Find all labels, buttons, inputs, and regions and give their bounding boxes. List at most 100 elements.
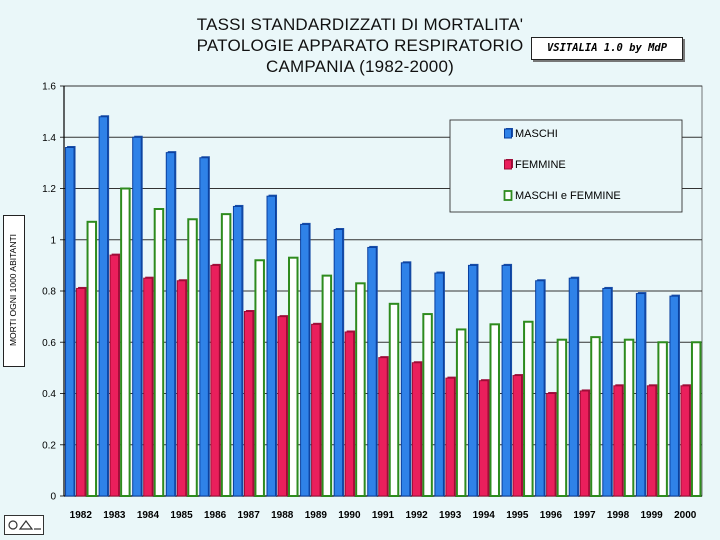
bar-maschi-femmine xyxy=(187,218,198,497)
bar-maschi xyxy=(669,295,679,497)
bar-femmine xyxy=(646,385,657,497)
bar-maschi xyxy=(434,272,444,497)
title-line-3: CAMPANIA (1982-2000) xyxy=(266,57,454,76)
y-tick-label: 0.8 xyxy=(42,287,56,298)
y-tick-label: 0.2 xyxy=(42,440,56,451)
bar-femmine xyxy=(378,357,388,497)
bar-maschi-femmine xyxy=(422,313,433,497)
bar-femmine xyxy=(344,331,355,497)
bar-maschi-femmine xyxy=(254,259,265,497)
bar-maschi-femmine xyxy=(556,338,568,497)
bar-maschi xyxy=(467,264,478,497)
y-tick-label: 1 xyxy=(50,235,56,246)
x-tick-label: 1995 xyxy=(506,510,529,521)
bar-maschi xyxy=(535,280,545,497)
y-tick-label: 0.6 xyxy=(42,338,56,349)
y-tick-label: 1.6 xyxy=(42,82,56,93)
legend-label: MASCHI xyxy=(515,128,558,140)
x-tick-label: 1998 xyxy=(607,510,630,521)
brand-label: VSITALIA 1.0 by MdP xyxy=(531,37,683,60)
legend-swatch xyxy=(504,128,512,139)
bar-femmine xyxy=(546,393,556,497)
x-tick-label: 1987 xyxy=(238,510,261,521)
legend-swatch xyxy=(503,190,513,201)
bar-maschi xyxy=(266,195,277,497)
bar-maschi xyxy=(602,287,612,497)
y-axis-label-box xyxy=(3,215,25,367)
y-tick-label: 0.4 xyxy=(42,389,56,400)
title-line-1: TASSI STANDARDIZZATI DI MORTALITA' xyxy=(196,15,524,34)
bar-maschi-femmine xyxy=(455,328,467,497)
bar-femmine xyxy=(176,280,187,497)
x-tick-label: 1989 xyxy=(305,510,328,521)
bar-femmine xyxy=(76,287,86,497)
bar-maschi xyxy=(400,262,411,497)
bar-maschi xyxy=(568,277,579,497)
bar-femmine xyxy=(411,362,422,497)
bar-maschi-femmine xyxy=(388,302,400,497)
bar-femmine xyxy=(143,277,153,497)
x-tick-label: 1993 xyxy=(439,510,462,521)
x-tick-label: 1990 xyxy=(338,510,361,521)
bar-maschi-femmine xyxy=(120,187,131,497)
x-tick-label: 1997 xyxy=(573,510,596,521)
x-tick-label: 1983 xyxy=(103,510,126,521)
x-tick-label: 1988 xyxy=(271,510,294,521)
title-line-2: PATOLOGIE APPARATO RESPIRATORIO xyxy=(196,36,524,55)
bar-maschi-femmine xyxy=(523,320,534,497)
bar-femmine xyxy=(478,380,489,497)
y-tick-label: 1.4 xyxy=(42,133,56,144)
x-tick-label: 1982 xyxy=(70,510,93,521)
bar-maschi-femmine xyxy=(623,338,635,497)
bar-maschi-femmine xyxy=(321,274,333,497)
bar-femmine xyxy=(243,311,254,497)
bar-maschi-femmine xyxy=(355,282,366,497)
bar-femmine xyxy=(579,390,590,497)
logo-icon xyxy=(4,515,44,535)
bar-maschi xyxy=(333,229,344,497)
bar-maschi xyxy=(501,264,512,497)
legend-label: FEMMINE xyxy=(515,159,566,171)
bar-maschi xyxy=(98,116,109,497)
bar-femmine xyxy=(311,323,321,497)
bar-femmine xyxy=(445,377,455,497)
legend-swatch xyxy=(504,159,512,170)
bar-maschi xyxy=(165,152,176,497)
bar-femmine xyxy=(613,385,623,497)
x-tick-label: 1994 xyxy=(473,510,496,521)
x-tick-label: 2000 xyxy=(674,510,697,521)
legend-box xyxy=(449,119,683,213)
bar-maschi xyxy=(199,157,209,497)
bar-femmine xyxy=(512,375,523,497)
bar-maschi xyxy=(300,223,310,497)
x-tick-label: 1992 xyxy=(405,510,428,521)
x-tick-label: 1991 xyxy=(372,510,395,521)
bar-maschi xyxy=(367,246,377,497)
bar-maschi-femmine xyxy=(288,256,299,497)
x-tick-label: 1996 xyxy=(540,510,563,521)
legend-label: MASCHI e FEMMINE xyxy=(515,190,621,202)
bar-femmine xyxy=(680,385,690,497)
bar-femmine xyxy=(109,254,120,497)
x-tick-label: 1985 xyxy=(170,510,193,521)
x-tick-label: 1986 xyxy=(204,510,227,521)
x-tick-label: 1999 xyxy=(641,510,664,521)
bar-maschi xyxy=(132,136,142,497)
y-tick-label: 0 xyxy=(50,492,56,503)
bar-maschi xyxy=(635,293,646,497)
bar-maschi-femmine xyxy=(690,341,702,497)
bar-maschi-femmine xyxy=(489,323,500,497)
x-tick-label: 1984 xyxy=(137,510,160,521)
bar-maschi-femmine xyxy=(153,208,165,497)
bar-femmine xyxy=(210,264,220,497)
bar-maschi xyxy=(65,147,75,497)
chart-title: TASSI STANDARDIZZATI DI MORTALITA' PATOL… xyxy=(150,14,570,77)
bar-maschi-femmine xyxy=(86,220,98,497)
bar-femmine xyxy=(277,316,288,497)
bar-maschi-femmine xyxy=(657,341,668,497)
bar-maschi xyxy=(232,205,243,497)
y-tick-label: 1.2 xyxy=(42,184,56,195)
bar-maschi-femmine xyxy=(590,336,601,497)
